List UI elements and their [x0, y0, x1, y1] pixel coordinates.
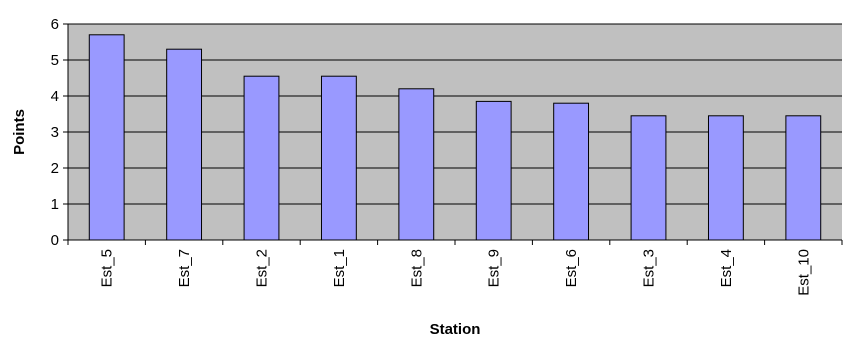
x-tick-label: Est_6: [563, 249, 580, 287]
bar-est-1: [320, 75, 357, 241]
y-tick-label: 0: [51, 232, 59, 249]
bar-est-3: [630, 115, 667, 241]
x-tick-label: Est_10: [795, 249, 812, 296]
x-ticks: Est_5 Est_7 Est_2 Est_1 Est_8 Est_9 Est_6 Est_3…: [67, 240, 843, 296]
bar-est-7: [166, 48, 203, 241]
x-tick-label: Est_9: [486, 249, 503, 287]
bar-est-9: [475, 100, 512, 241]
y-tick-label: 4: [51, 88, 59, 105]
y-axis-title: Points: [11, 109, 28, 155]
x-tick-label: Est_5: [99, 249, 116, 287]
bar-est-8: [398, 88, 435, 241]
x-axis-title: Station: [430, 321, 481, 338]
bars: [88, 34, 822, 241]
x-tick-label: Est_8: [408, 249, 425, 287]
y-tick-label: 2: [51, 160, 59, 177]
bar-est-5: [88, 34, 125, 241]
bar-est-10: [785, 115, 822, 241]
x-tick-label: Est_3: [641, 249, 658, 287]
y-ticks: 0 1 2 3 4 5 6: [51, 16, 68, 249]
y-tick-label: 3: [51, 124, 59, 141]
x-tick-label: Est_2: [254, 249, 271, 287]
x-tick-label: Est_7: [176, 249, 193, 287]
y-tick-label: 6: [51, 16, 59, 33]
y-tick-label: 5: [51, 52, 59, 69]
bar-est-6: [553, 102, 590, 241]
x-tick-label: Est_4: [718, 249, 735, 287]
y-tick-label: 1: [51, 196, 59, 213]
bar-est-4: [707, 115, 744, 241]
x-tick-label: Est_1: [331, 249, 348, 287]
bar-est-2: [243, 75, 280, 241]
